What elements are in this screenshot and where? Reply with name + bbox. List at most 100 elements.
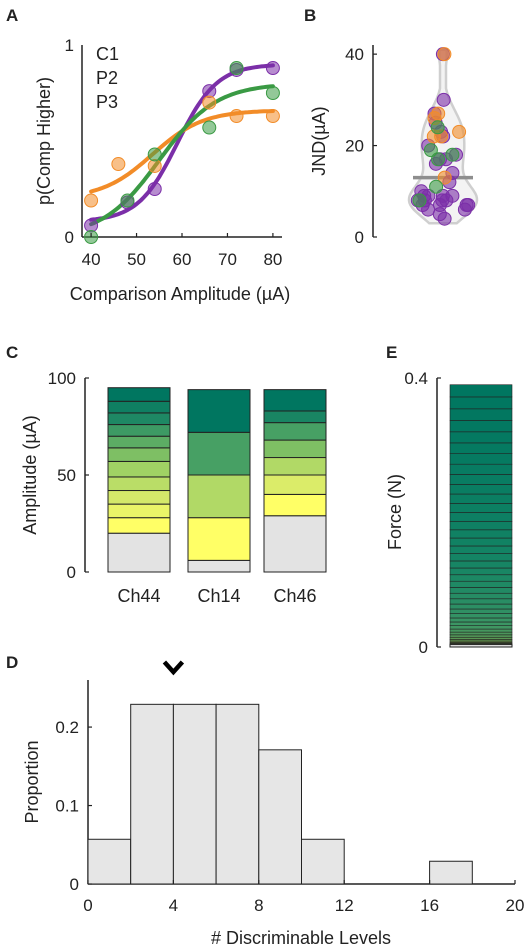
data-point-p2 — [111, 157, 126, 172]
baseline-segment-ch46 — [263, 515, 327, 573]
histogram-bar — [258, 749, 302, 885]
x-tick-label: 20 — [506, 896, 525, 915]
level-segment-ch14 — [187, 517, 251, 561]
panel-d-y-label: Proportion — [22, 740, 42, 823]
level-segment-ch44 — [107, 387, 171, 402]
panel-a-points — [84, 61, 280, 244]
force-level-segment — [449, 580, 513, 588]
y-tick-label: 100 — [48, 369, 76, 388]
jnd-point-p3 — [423, 143, 438, 158]
level-segment-ch46 — [263, 439, 327, 459]
jnd-point-c1 — [457, 202, 472, 217]
panel-b-y-label: JND(µA) — [309, 106, 329, 175]
x-tick-label: 60 — [173, 250, 192, 269]
category-label-ch14: Ch14 — [197, 586, 240, 606]
panel-a-legend: C1 P2 P3 — [96, 44, 119, 112]
force-level-segment — [449, 634, 513, 638]
data-point-p3 — [147, 147, 162, 162]
panel-b-points — [410, 47, 476, 226]
level-segment-ch44 — [107, 400, 171, 414]
force-level-segment — [449, 512, 513, 522]
panel-c-stacked-bars — [107, 387, 327, 573]
panel-d-x-ticks: 0 4 8 12 16 20 — [83, 880, 524, 915]
level-segment-ch44 — [107, 447, 171, 462]
force-level-segment — [449, 442, 513, 454]
fit-curve-p2 — [89, 109, 275, 194]
level-segment-ch14 — [187, 431, 251, 476]
jnd-point-p3 — [445, 147, 460, 162]
x-tick-label: 80 — [263, 250, 282, 269]
category-label-ch44: Ch44 — [117, 586, 160, 606]
level-segment-ch14 — [187, 389, 251, 433]
panel-d-x-label: # Discriminable Levels — [211, 928, 391, 948]
force-level-segment — [449, 503, 513, 513]
data-point-p2 — [84, 193, 99, 208]
level-segment-ch14 — [187, 474, 251, 519]
baseline-segment-ch44 — [107, 532, 171, 573]
force-level-segment — [449, 493, 513, 504]
jnd-point-p2 — [437, 47, 452, 62]
y-tick-label: 0.1 — [55, 797, 79, 816]
level-segment-ch46 — [263, 422, 327, 441]
data-point-p3 — [120, 193, 135, 208]
panel-a-letter: A — [6, 6, 18, 25]
level-segment-ch44 — [107, 435, 171, 449]
force-level-segment — [449, 608, 513, 614]
panel-e-y-ticks: 00.4 — [404, 369, 441, 657]
x-tick-label: 70 — [218, 250, 237, 269]
x-tick-label: 16 — [420, 896, 439, 915]
x-tick-label: 8 — [254, 896, 263, 915]
x-tick-label: 40 — [82, 250, 101, 269]
jnd-point-p3 — [430, 120, 445, 135]
force-level-segment — [449, 408, 513, 421]
level-segment-ch46 — [263, 410, 327, 424]
data-point-p3 — [265, 86, 280, 100]
panel-e-y-label: Force (N) — [385, 474, 405, 550]
y-tick-label: 0 — [355, 228, 364, 247]
y-tick-label: 0 — [70, 875, 79, 894]
level-segment-ch46 — [263, 457, 327, 476]
force-level-segment — [449, 598, 513, 605]
force-level-segment — [449, 537, 513, 547]
panel-a-y-label: p(Comp Higher) — [34, 77, 54, 205]
force-level-segment — [449, 567, 513, 576]
level-segment-ch44 — [107, 503, 171, 519]
panel-e: E 00.4 Force (N) — [385, 343, 513, 657]
y-tick-label: 20 — [345, 137, 364, 156]
panel-d: D 0 4 8 12 16 20 0 0.1 0.2 # Discriminable Leve… — [6, 653, 524, 948]
histogram-bar — [87, 838, 132, 885]
level-segment-ch44 — [107, 490, 171, 505]
force-level-segment — [449, 617, 513, 623]
histogram-bar — [301, 838, 345, 885]
panel-a-y-ticks: 01 — [65, 36, 74, 247]
force-level-segment — [449, 474, 513, 485]
panel-d-histogram-bars — [87, 703, 473, 885]
x-tick-label: 4 — [169, 896, 178, 915]
data-point-p2 — [202, 95, 217, 110]
panel-d-median-marker — [162, 660, 185, 676]
y-tick-label: 0 — [67, 563, 76, 582]
level-segment-ch44 — [107, 424, 171, 437]
jnd-point-p3 — [412, 193, 427, 208]
y-tick-label: 1 — [65, 36, 74, 55]
force-level-segment — [449, 384, 513, 398]
jnd-point-c1 — [436, 92, 451, 107]
force-level-segment — [449, 592, 513, 600]
jnd-point-p3 — [431, 152, 445, 167]
force-level-segment — [449, 420, 513, 433]
panel-a-x-ticks: 40 50 60 70 80 — [82, 233, 282, 269]
panel-c-letter: C — [6, 343, 18, 362]
level-segment-ch44 — [107, 412, 171, 426]
force-level-segment — [449, 396, 513, 410]
force-level-segment — [449, 520, 513, 531]
y-tick-label: 0 — [419, 638, 428, 657]
level-segment-ch44 — [107, 460, 171, 478]
panel-c: C 0 50 100 Ch44 Ch14 Ch46 Amplitude (µA) — [6, 343, 327, 606]
force-level-segment — [449, 553, 513, 562]
y-tick-label: 0.2 — [55, 718, 79, 737]
legend-entry-p2: P2 — [96, 68, 118, 88]
data-point-p2 — [229, 109, 244, 124]
level-segment-ch46 — [263, 474, 327, 495]
fit-curve-p3 — [89, 84, 275, 227]
